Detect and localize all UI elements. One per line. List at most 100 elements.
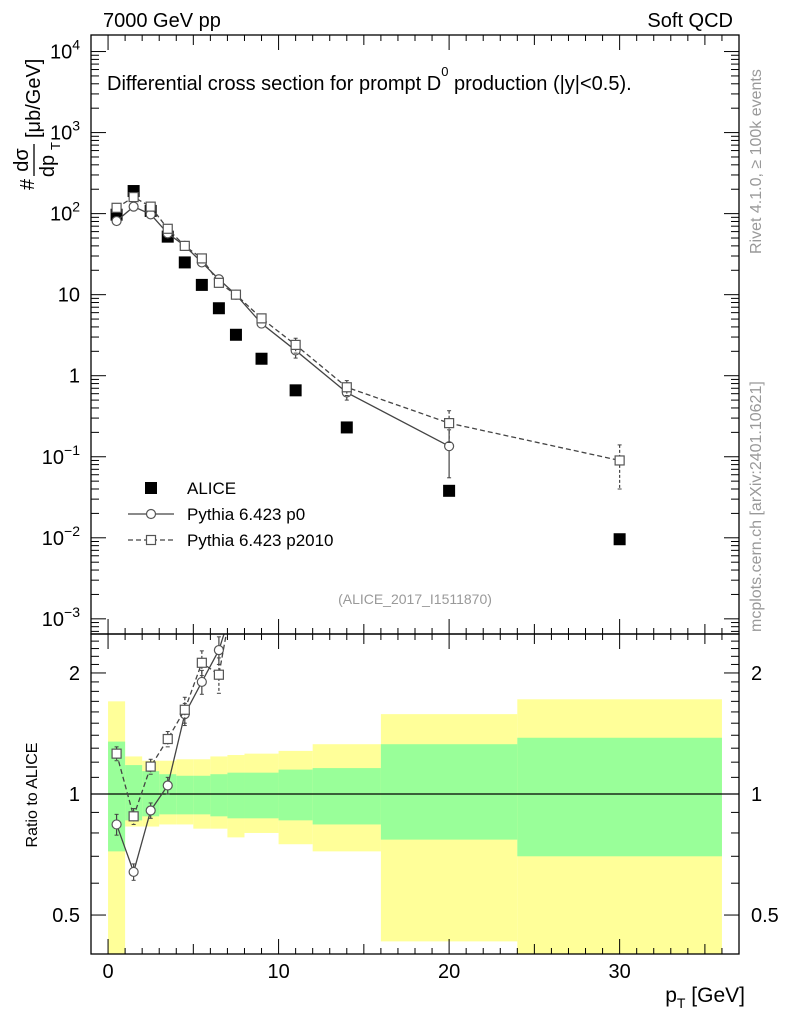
stat-band bbox=[278, 769, 313, 821]
legend-label: ALICE bbox=[187, 479, 236, 498]
main-point bbox=[444, 418, 455, 429]
ratio-point bbox=[231, 592, 240, 601]
main-point bbox=[212, 302, 225, 315]
ratio-point bbox=[231, 576, 240, 585]
ratio-point bbox=[213, 669, 224, 680]
x-tick-label: 0 bbox=[102, 961, 113, 983]
analysis-id: (ALICE_2017_I1511870) bbox=[338, 591, 492, 607]
ratio-panel: 0.5 0.5 1 1 2 2 0 10 20 30 Ratio to ALICE pT [Ge… bbox=[24, 576, 779, 1011]
ratio-y-tick-label-left: 1 bbox=[69, 784, 80, 806]
ratio-point bbox=[196, 657, 207, 668]
y-tick-label: 10−2 bbox=[42, 523, 80, 550]
main-point bbox=[255, 352, 268, 365]
x-tick-label: 20 bbox=[438, 961, 460, 983]
x-tick-label: 10 bbox=[267, 961, 289, 983]
main-title-suffix: production (|y|<0.5). bbox=[448, 73, 631, 95]
main-point bbox=[128, 191, 139, 203]
ratio-point bbox=[111, 819, 122, 830]
legend-entry: Pythia 6.423 p0 bbox=[128, 505, 305, 524]
legend-entry: Pythia 6.423 p2010 bbox=[128, 531, 334, 550]
legend-marker bbox=[145, 508, 157, 520]
main-point bbox=[444, 441, 455, 452]
mcplots-reference: mcplots.cern.ch [arXiv:2401.10621] bbox=[748, 381, 765, 632]
y-label-hash: # bbox=[17, 178, 39, 190]
stat-band bbox=[517, 737, 722, 857]
x-axis-label-p: p bbox=[665, 984, 677, 1007]
main-point bbox=[443, 484, 456, 497]
ratio-point bbox=[162, 733, 173, 745]
legend-marker bbox=[145, 482, 157, 494]
ratio-line-solid-circle bbox=[115, 634, 225, 875]
y-tick-label: 10−1 bbox=[42, 442, 80, 469]
stat-band bbox=[125, 765, 143, 821]
main-panel: 10−3 10−2 10−1 1 10 102 103 104 Differential cr… bbox=[11, 34, 740, 635]
rivet-version: Rivet 4.1.0, ≥ 100k events bbox=[748, 69, 765, 254]
main-point bbox=[179, 240, 190, 251]
ratio-point bbox=[162, 780, 173, 791]
stat-band bbox=[193, 775, 211, 815]
main-point bbox=[162, 223, 173, 234]
main-point bbox=[145, 201, 156, 212]
main-series-dashed-square bbox=[111, 191, 625, 490]
main-point bbox=[614, 455, 625, 466]
ratio-point bbox=[196, 676, 207, 688]
main-point bbox=[229, 328, 242, 341]
main-point bbox=[111, 215, 122, 227]
main-title: Differential cross section for prompt D0… bbox=[107, 64, 632, 95]
svg-text:Differential cross section for: Differential cross section for prompt D0… bbox=[107, 64, 632, 95]
ratio-series-dashed-square bbox=[111, 576, 240, 825]
ratio-y-axis-label: Ratio to ALICE bbox=[24, 743, 41, 848]
ratio-point bbox=[179, 704, 190, 715]
main-point bbox=[290, 339, 301, 350]
ratio-y-tick-label-right: 2 bbox=[751, 663, 762, 685]
legend-marker bbox=[145, 534, 157, 546]
y-label-numerator: dσ bbox=[11, 148, 33, 172]
stat-band bbox=[210, 774, 228, 817]
ratio-point bbox=[128, 866, 139, 878]
legend: ALICE Pythia 6.423 p0 Pythia 6.423 p2010 bbox=[128, 479, 334, 550]
main-point bbox=[128, 201, 139, 212]
legend-label: Pythia 6.423 p2010 bbox=[187, 531, 334, 550]
main-point bbox=[111, 202, 122, 213]
ratio-point bbox=[145, 761, 156, 772]
stat-band bbox=[380, 744, 518, 840]
x-axis-label-unit: [GeV] bbox=[685, 984, 745, 1007]
header-category: Soft QCD bbox=[647, 10, 733, 32]
y-label-denominator: dp bbox=[37, 155, 59, 177]
ratio-point bbox=[111, 748, 122, 759]
stat-band bbox=[176, 775, 194, 815]
main-point bbox=[613, 533, 626, 546]
stat-band bbox=[244, 772, 279, 819]
y-tick-label: 104 bbox=[50, 37, 80, 64]
ratio-point bbox=[145, 805, 156, 816]
x-axis-label-sub: T bbox=[677, 995, 686, 1011]
y-tick-label: 1 bbox=[69, 366, 80, 388]
main-point bbox=[340, 421, 353, 434]
x-tick-label: 30 bbox=[609, 961, 631, 983]
legend-label: Pythia 6.423 p0 bbox=[187, 505, 305, 524]
ratio-y-tick-label-left: 2 bbox=[69, 663, 80, 685]
main-point bbox=[256, 313, 267, 324]
main-point bbox=[178, 256, 191, 269]
ratio-series-solid-circle bbox=[111, 592, 240, 881]
y-tick-label: 10 bbox=[58, 285, 80, 307]
y-tick-label: 10−3 bbox=[42, 604, 80, 631]
main-point bbox=[230, 289, 242, 300]
main-line-dashed-square bbox=[116, 196, 620, 462]
main-point bbox=[341, 382, 352, 393]
main-title-superscript: 0 bbox=[441, 64, 448, 79]
header-energy: 7000 GeV pp bbox=[103, 10, 221, 32]
main-title-text: Differential cross section for prompt D bbox=[107, 73, 441, 95]
main-series-solid-circle bbox=[111, 201, 455, 479]
main-point bbox=[195, 278, 208, 291]
legend-entry: ALICE bbox=[145, 479, 236, 498]
ratio-y-tick-label-right: 0.5 bbox=[751, 905, 779, 927]
y-tick-label: 103 bbox=[50, 118, 80, 145]
y-tick-label: 102 bbox=[50, 199, 80, 226]
y-label-denominator-sub: T bbox=[48, 142, 63, 150]
stat-band bbox=[227, 772, 245, 819]
ratio-point bbox=[128, 811, 139, 822]
y-label-unit: [μb/GeV] bbox=[23, 59, 45, 138]
ratio-y-tick-label-right: 1 bbox=[751, 784, 762, 806]
